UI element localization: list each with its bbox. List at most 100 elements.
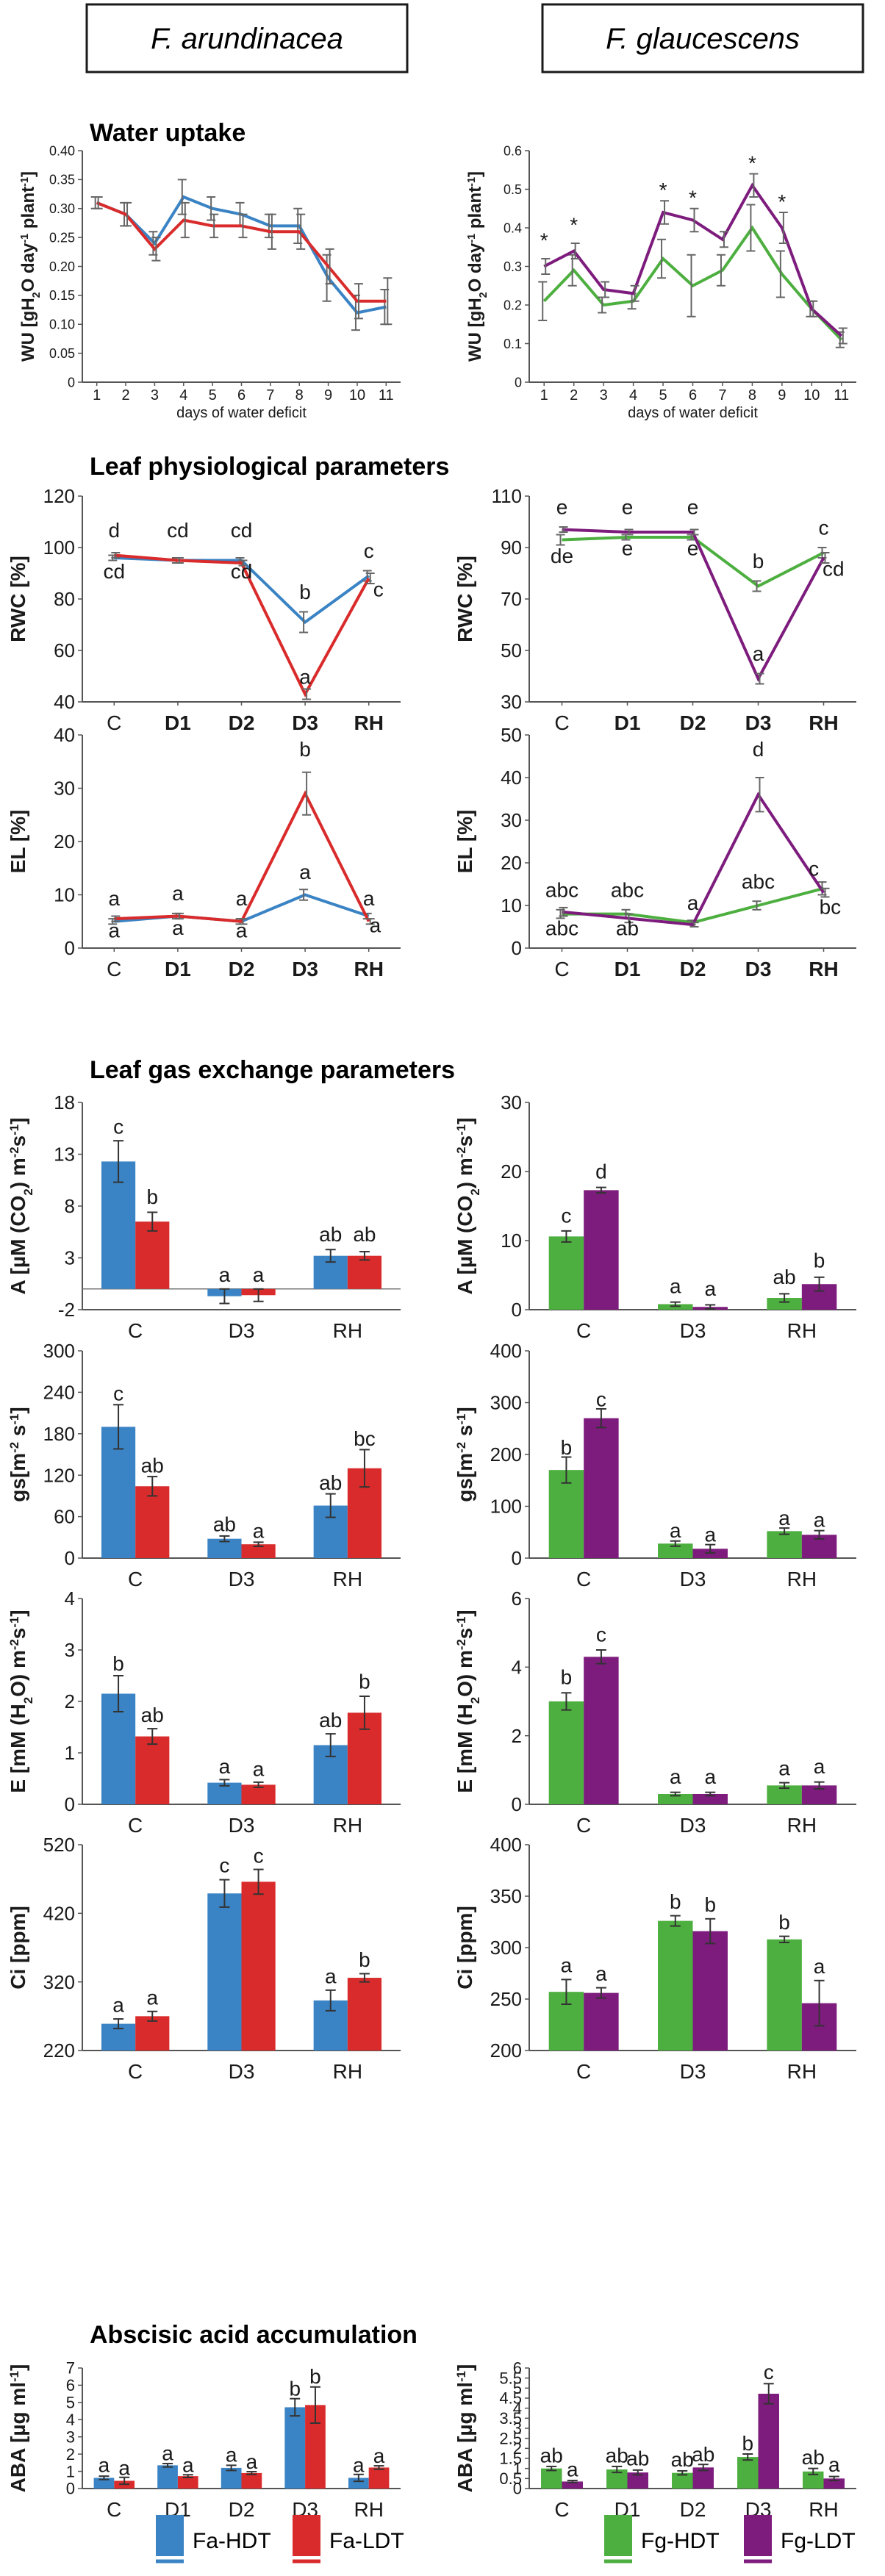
significance-star: * bbox=[778, 190, 786, 213]
y-tick-label: 50 bbox=[501, 639, 522, 661]
y-tick-label: 5.5 bbox=[499, 2369, 522, 2387]
x-tick-label: 11 bbox=[834, 387, 849, 403]
y-axis-label-part: E [mM ( bbox=[454, 1718, 476, 1793]
y-axis-label: ABA [µg ml-1] bbox=[7, 2364, 29, 2493]
significance-letter: a bbox=[363, 887, 375, 910]
y-axis-label-part: 2 bbox=[478, 292, 490, 298]
significance-letter: a bbox=[753, 642, 764, 665]
significance-star: * bbox=[689, 187, 697, 209]
legend-swatch-fg-ldt bbox=[744, 2515, 772, 2556]
significance-star: * bbox=[748, 151, 756, 174]
bar-fa-ldt bbox=[177, 2476, 198, 2489]
y-axis-label-part: H bbox=[465, 298, 485, 310]
y-axis-label-part: E [mM ( bbox=[7, 1718, 29, 1793]
y-tick-label: 0 bbox=[512, 1793, 522, 1815]
y-tick-label: 10 bbox=[54, 884, 75, 906]
bar-fa-ldt bbox=[241, 1544, 276, 1558]
y-tick-label: 200 bbox=[490, 2039, 522, 2062]
bar-fg-hdt bbox=[548, 1470, 584, 1558]
significance-letter: c bbox=[254, 1844, 264, 1867]
significance-letter: a bbox=[109, 887, 121, 910]
legend-right: Fg-HDT Fg-LDT bbox=[604, 2515, 856, 2564]
significance-letter: cd bbox=[231, 560, 253, 583]
x-tick-label: C bbox=[576, 2060, 591, 2083]
y-axis-label-part: EL [%] bbox=[7, 810, 29, 874]
y-axis-label-part: s bbox=[7, 1628, 29, 1640]
y-axis-label-part: -2 bbox=[454, 1639, 468, 1650]
y-axis-label-part: 2 bbox=[468, 1188, 482, 1195]
legend-label-fg-ldt: Fg-LDT bbox=[781, 2529, 856, 2553]
significance-letter: a bbox=[670, 1274, 681, 1297]
significance-letter: a bbox=[370, 914, 381, 936]
bar-fg-hdt bbox=[672, 2472, 693, 2489]
y-axis-label: gs[m-2 s-1] bbox=[454, 1407, 476, 1502]
y-tick-label: 8 bbox=[65, 1195, 75, 1217]
significance-letter: b bbox=[778, 1911, 790, 1934]
bar-fa-hdt bbox=[207, 1893, 242, 2051]
legend-label-fa-hdt: Fa-HDT bbox=[193, 2529, 271, 2553]
bar-fg-hdt bbox=[548, 1236, 584, 1310]
y-axis-label-part: O bbox=[18, 279, 38, 293]
species-title-left: F. arundinacea bbox=[151, 23, 343, 55]
x-tick-label: C bbox=[576, 1568, 591, 1590]
x-axis-label: days of water deficit bbox=[176, 405, 307, 421]
significance-letter: abc bbox=[545, 917, 578, 940]
x-tick-label: RH bbox=[333, 2060, 362, 2083]
y-axis-label: EL [%] bbox=[7, 810, 29, 874]
y-tick-label: 400 bbox=[490, 1340, 522, 1362]
y-axis-label: A [µM (CO2) m-2s-1] bbox=[454, 1118, 482, 1295]
x-tick-label: C bbox=[128, 2060, 143, 2083]
y-tick-label: 4 bbox=[512, 1656, 522, 1678]
y-axis-label-part: 2 bbox=[21, 1188, 35, 1195]
y-tick-label: 300 bbox=[43, 1340, 75, 1362]
y-tick-label: 30 bbox=[54, 778, 75, 800]
x-tick-label: C bbox=[554, 2498, 569, 2521]
y-tick-label: 2 bbox=[65, 1690, 75, 1712]
y-tick-label: 0 bbox=[515, 375, 522, 390]
y-axis-label-part: H bbox=[18, 298, 38, 310]
y-axis-label: WU [gH2O day-1 plant-1] bbox=[465, 171, 490, 362]
significance-letter: e bbox=[622, 496, 634, 519]
y-tick-label: 2 bbox=[512, 1725, 522, 1747]
y-tick-label: 2 bbox=[66, 2445, 75, 2464]
y-tick-label: 40 bbox=[501, 767, 522, 789]
y-axis-label-part: -2 bbox=[7, 1147, 21, 1158]
significance-letter: b bbox=[670, 1890, 681, 1913]
section-heading-water-uptake: Water uptake bbox=[90, 119, 246, 147]
bar-fa-ldt bbox=[347, 1978, 382, 2051]
y-axis-label-part: -2 bbox=[454, 1147, 468, 1158]
y-axis-label-part: ] bbox=[454, 2364, 476, 2371]
significance-letter: ab bbox=[692, 2443, 714, 2466]
significance-letter: b bbox=[814, 1249, 825, 1272]
y-axis-label-part: plant bbox=[18, 187, 38, 234]
y-tick-label: 180 bbox=[43, 1423, 75, 1445]
bar-fg-ldt bbox=[823, 2478, 845, 2489]
chart-wu_fg: 00.10.20.30.40.50.6WU [gH2O day-1 plant-… bbox=[465, 143, 856, 421]
y-tick-label: 2.5 bbox=[499, 2429, 522, 2447]
significance-letter: e bbox=[556, 496, 568, 519]
significance-letter: cd bbox=[823, 558, 845, 581]
bar-fg-ldt bbox=[584, 1657, 619, 1804]
significance-letter: a bbox=[299, 861, 311, 883]
y-tick-label: 400 bbox=[490, 1834, 522, 1856]
significance-letter: d bbox=[753, 738, 764, 761]
bar-fa-hdt bbox=[157, 2465, 178, 2489]
x-tick-label: RH bbox=[354, 2498, 383, 2521]
significance-letter: ab bbox=[213, 1513, 236, 1535]
y-axis-label-part: ] bbox=[7, 1610, 29, 1616]
significance-letter: c bbox=[809, 857, 819, 880]
x-tick-label: 6 bbox=[237, 387, 246, 403]
y-tick-label: 220 bbox=[43, 2039, 75, 2062]
y-tick-label: 240 bbox=[43, 1382, 75, 1404]
y-axis-label-part: CO bbox=[454, 1196, 476, 1227]
x-tick-label: C bbox=[128, 1568, 143, 1590]
y-tick-label: 0.5 bbox=[504, 182, 522, 197]
bar-fg-ldt bbox=[627, 2472, 648, 2489]
section-heading-leaf-physiological: Leaf physiological parameters bbox=[90, 453, 449, 481]
significance-letter: abc bbox=[545, 878, 578, 901]
y-tick-label: 0 bbox=[512, 1299, 522, 1321]
x-tick-label: D3 bbox=[680, 1319, 706, 1342]
x-tick-label: D3 bbox=[229, 1319, 255, 1342]
